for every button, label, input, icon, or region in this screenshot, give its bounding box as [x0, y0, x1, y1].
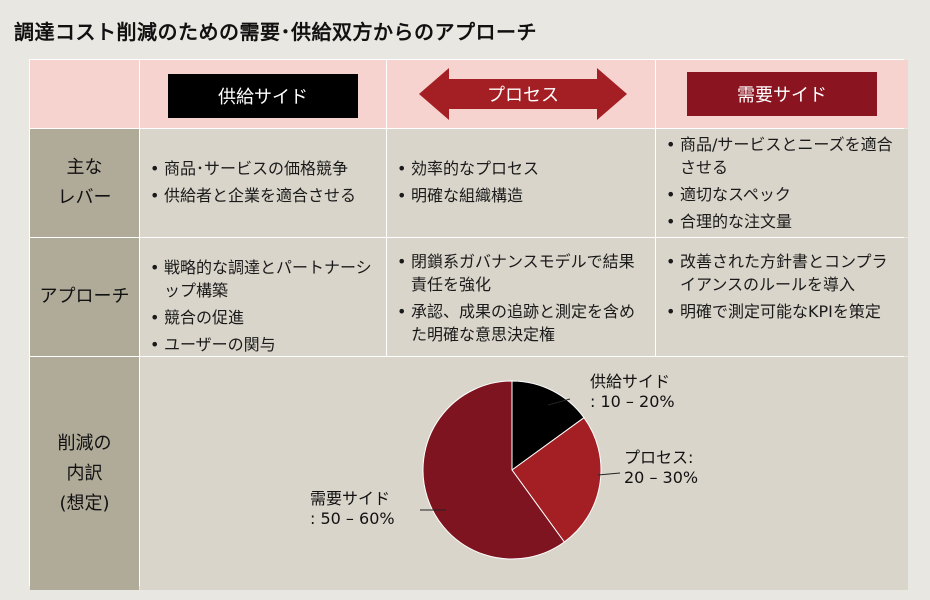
breakdown-label-line2: 内訳 [66, 462, 103, 484]
pie-label-name-1: プロセス: [624, 448, 693, 467]
list-item: 商品･サービスの価格競争 [146, 157, 380, 180]
row-label-levers: 主な レバー [30, 129, 139, 237]
list-item: 効率的なプロセス [393, 157, 649, 180]
list-item: 供給者と企業を適合させる [146, 184, 380, 207]
pie-leader-line-1 [597, 472, 621, 476]
list-item: 商品/サービスとニーズを適合させる [662, 133, 902, 179]
pie-label-value-1: 20 – 30% [624, 468, 698, 487]
list-item: 明確で測定可能なKPIを策定 [662, 300, 902, 323]
list-item: 戦略的な調達とパートナーシップ構築 [146, 256, 380, 302]
pie-leader-line-0 [547, 398, 571, 406]
row-label-approach: アプローチ [30, 238, 139, 356]
breakdown-label-line3: (想定) [59, 492, 110, 514]
header-supply-cell: 供給サイド [140, 60, 386, 128]
double-arrow-icon [419, 68, 627, 120]
list-item: 合理的な注文量 [662, 210, 902, 233]
page-title: 調達コスト削減のための需要･供給双方からのアプローチ [14, 20, 537, 44]
header-corner [30, 60, 139, 128]
list-item: ユーザーの関与 [146, 333, 380, 356]
list-item: 改善された方針書とコンプライアンスのルールを導入 [662, 250, 902, 296]
list-item: 適切なスペック [662, 183, 902, 206]
approach-supply-cell: 戦略的な調達とパートナーシップ構築 競合の促進 ユーザーの関与 [140, 238, 386, 356]
pie-slice-0 [511, 380, 585, 471]
approach-process-cell: 閉鎖系ガバナンスモデルで結果責任を強化 承認、成果の追跡と測定を含めた明確な意思… [387, 238, 655, 356]
header-demand-cell: 需要サイド [656, 60, 908, 128]
levers-process-cell: 効率的なプロセス 明確な組織構造 [387, 129, 655, 237]
approach-demand-cell: 改善された方針書とコンプライアンスのルールを導入 明確で測定可能なKPIを策定 [656, 238, 908, 356]
pie-label-name-2: 需要サイド [310, 489, 390, 508]
pie-label-value-0: : 10 – 20% [590, 392, 675, 411]
levers-demand-cell: 商品/サービスとニーズを適合させる 適切なスペック 合理的な注文量 [656, 129, 908, 237]
list-item: 閉鎖系ガバナンスモデルで結果責任を強化 [393, 250, 649, 296]
header-process-cell: プロセス [387, 60, 655, 128]
savings-pie-chart: 供給サイド: 10 – 20% プロセス:20 – 30% 需要サイド: 50 – … [310, 372, 698, 560]
pie-label-name-0: 供給サイド [590, 372, 670, 391]
levers-label-line2: レバー [57, 187, 112, 208]
list-item: 承認、成果の追跡と測定を含めた明確な意思決定権 [393, 300, 649, 346]
breakdown-chart-cell: 供給サイド: 10 – 20% プロセス: 20 – 30% 需要サイド: 50 – … [140, 357, 908, 590]
row-label-breakdown: 削減の内訳 (想定) [30, 357, 139, 590]
list-item: 競合の促進 [146, 306, 380, 329]
pie-slice-2 [422, 380, 566, 560]
pie-slice-1 [511, 416, 602, 543]
supply-side-box: 供給サイド [168, 74, 358, 118]
list-item: 明確な組織構造 [393, 184, 649, 207]
demand-side-box: 需要サイド [687, 72, 877, 116]
levers-label-line1: 主な [66, 157, 103, 178]
process-arrow: プロセス [419, 68, 627, 120]
process-label: プロセス [487, 85, 559, 106]
levers-supply-cell: 商品･サービスの価格競争 供給者と企業を適合させる [140, 129, 386, 237]
pie-label-value-2: : 50 – 60% [310, 509, 395, 528]
breakdown-label-line1: 削減の [57, 432, 112, 454]
